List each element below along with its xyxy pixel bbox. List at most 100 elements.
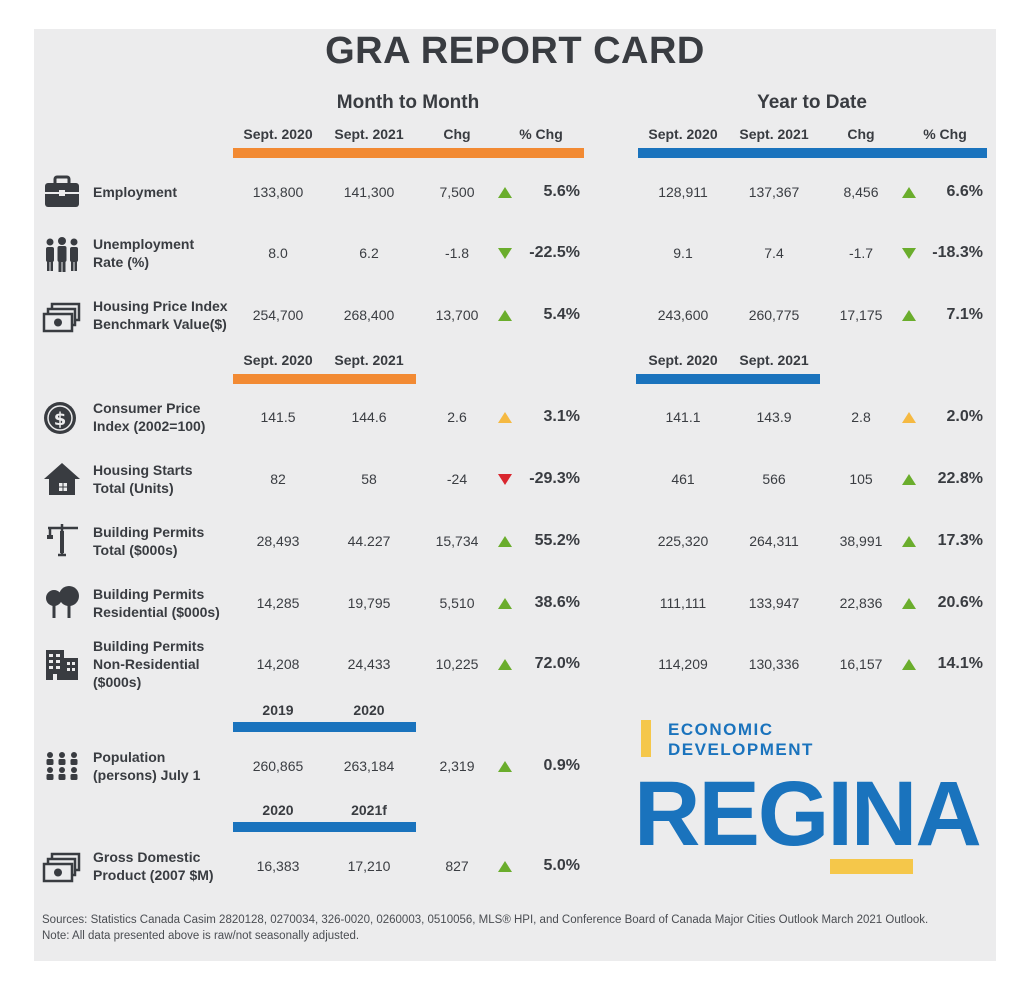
blue-divider-bar	[636, 374, 820, 384]
briefcase-icon	[45, 175, 79, 207]
table-cell: 28,493	[256, 533, 300, 549]
table-cell: -1.8	[444, 245, 470, 261]
section-title-month-to-month: Month to Month	[336, 92, 480, 113]
table-cell: 8,456	[843, 184, 879, 200]
row-label-line: Product (2007 $M)	[93, 867, 214, 883]
row-label-line: Building Permits	[93, 638, 205, 654]
money-icon	[42, 302, 81, 333]
row-label: Housing Starts Total (Units)	[93, 461, 243, 497]
blue-divider-bar	[233, 822, 416, 832]
logo-yellow-underline	[830, 859, 913, 874]
col-header: Sept. 2020	[648, 352, 718, 368]
percent-change: 5.4%	[543, 306, 580, 323]
up-triangle-icon	[498, 659, 512, 670]
sources-note: Sources: Statistics Canada Casim 2820128…	[42, 912, 992, 944]
up-triangle-icon	[498, 536, 512, 547]
col-header: 2020	[353, 702, 385, 718]
table-cell: 133,800	[252, 184, 304, 200]
col-header: 2019	[262, 702, 294, 718]
table-cell: 17,210	[347, 858, 391, 874]
table-cell: 144.6	[351, 409, 387, 425]
table-cell: 5,510	[439, 595, 475, 611]
table-cell: 22,836	[839, 595, 883, 611]
percent-change: 14.1%	[937, 655, 983, 672]
percent-change: -18.3%	[932, 244, 983, 261]
money-icon	[42, 852, 81, 883]
percent-change: 22.8%	[937, 470, 983, 487]
section-title-year-to-date: Year to Date	[757, 92, 867, 113]
row-label-line: Benchmark Value($)	[93, 316, 227, 332]
blue-divider-bar	[638, 148, 987, 158]
logo-text-regina: REGINA	[634, 763, 982, 865]
table-cell: 14,285	[256, 595, 300, 611]
page-title: GRA REPORT CARD	[325, 30, 705, 72]
table-cell: 7.4	[764, 245, 784, 261]
up-triangle-icon	[902, 412, 916, 423]
logo-yellow-bar	[641, 720, 651, 757]
up-triangle-icon	[498, 412, 512, 423]
table-cell: 114,209	[658, 656, 708, 672]
percent-change: 38.6%	[534, 594, 580, 611]
percent-change: 7.1%	[946, 306, 983, 323]
row-label: Building Permits Total ($000s)	[93, 523, 243, 559]
table-cell: 14,208	[256, 656, 300, 672]
percent-change: 5.6%	[543, 183, 580, 200]
crane-icon	[47, 524, 78, 557]
percent-change: 6.6%	[946, 183, 983, 200]
col-header: % Chg	[519, 126, 563, 142]
row-label-line: Residential ($000s)	[93, 604, 220, 620]
col-header: % Chg	[923, 126, 967, 142]
percent-change: 2.0%	[946, 408, 983, 425]
row-label-line: Unemployment	[93, 236, 195, 252]
house-icon	[44, 463, 80, 495]
col-header: Sept. 2020	[648, 126, 718, 142]
table-cell: 24,433	[347, 656, 391, 672]
percent-change: 3.1%	[543, 408, 580, 425]
table-cell: 264,311	[749, 533, 799, 549]
percent-change: 72.0%	[534, 655, 580, 672]
percent-change: 5.0%	[543, 857, 580, 874]
col-header: Sept. 2021	[739, 352, 809, 368]
down-triangle-icon	[902, 248, 916, 259]
row-label: Building Permits Residential ($000s)	[93, 585, 243, 621]
up-triangle-icon	[498, 187, 512, 198]
table-cell: 105	[849, 471, 873, 487]
orange-divider-bar	[233, 374, 416, 384]
row-label-line: Consumer Price	[93, 400, 201, 416]
table-cell: 10,225	[435, 656, 479, 672]
up-triangle-icon	[902, 310, 916, 321]
table-cell: 15,734	[435, 533, 479, 549]
trees-icon	[46, 586, 79, 618]
table-cell: 6.2	[359, 245, 379, 261]
col-header: 2021f	[351, 802, 387, 818]
table-cell: 225,320	[657, 533, 709, 549]
percent-change: 0.9%	[543, 757, 580, 774]
table-cell: 141,300	[343, 184, 395, 200]
row-label-line: Index (2002=100)	[93, 418, 206, 434]
col-header: Chg	[443, 126, 471, 142]
note-line: Note: All data presented above is raw/no…	[42, 930, 360, 942]
table-cell: 16,157	[839, 656, 883, 672]
table-cell: -1.7	[848, 245, 874, 261]
table-cell: 128,911	[658, 184, 708, 200]
row-label: Housing Price Index Benchmark Value($)	[93, 297, 243, 333]
percent-change: -22.5%	[529, 244, 580, 261]
col-header: Sept. 2021	[334, 352, 404, 368]
table-cell: 13,700	[435, 307, 479, 323]
row-label: Population (persons) July 1	[93, 748, 243, 784]
row-label: Consumer Price Index (2002=100)	[93, 399, 243, 435]
table-cell: 2.6	[447, 409, 467, 425]
col-header: Chg	[847, 126, 875, 142]
row-label: Employment	[93, 183, 243, 201]
table-cell: 2,319	[439, 758, 475, 774]
percent-change: 17.3%	[937, 532, 983, 549]
table-cell: 260,775	[748, 307, 800, 323]
table-cell: 137,367	[748, 184, 800, 200]
table-cell: 9.1	[673, 245, 693, 261]
down-triangle-icon	[498, 248, 512, 259]
row-label-line: (persons) July 1	[93, 767, 201, 783]
table-cell: -24	[446, 471, 468, 487]
up-triangle-icon	[902, 536, 916, 547]
percent-change: 55.2%	[534, 532, 580, 549]
office-building-icon	[46, 650, 78, 680]
